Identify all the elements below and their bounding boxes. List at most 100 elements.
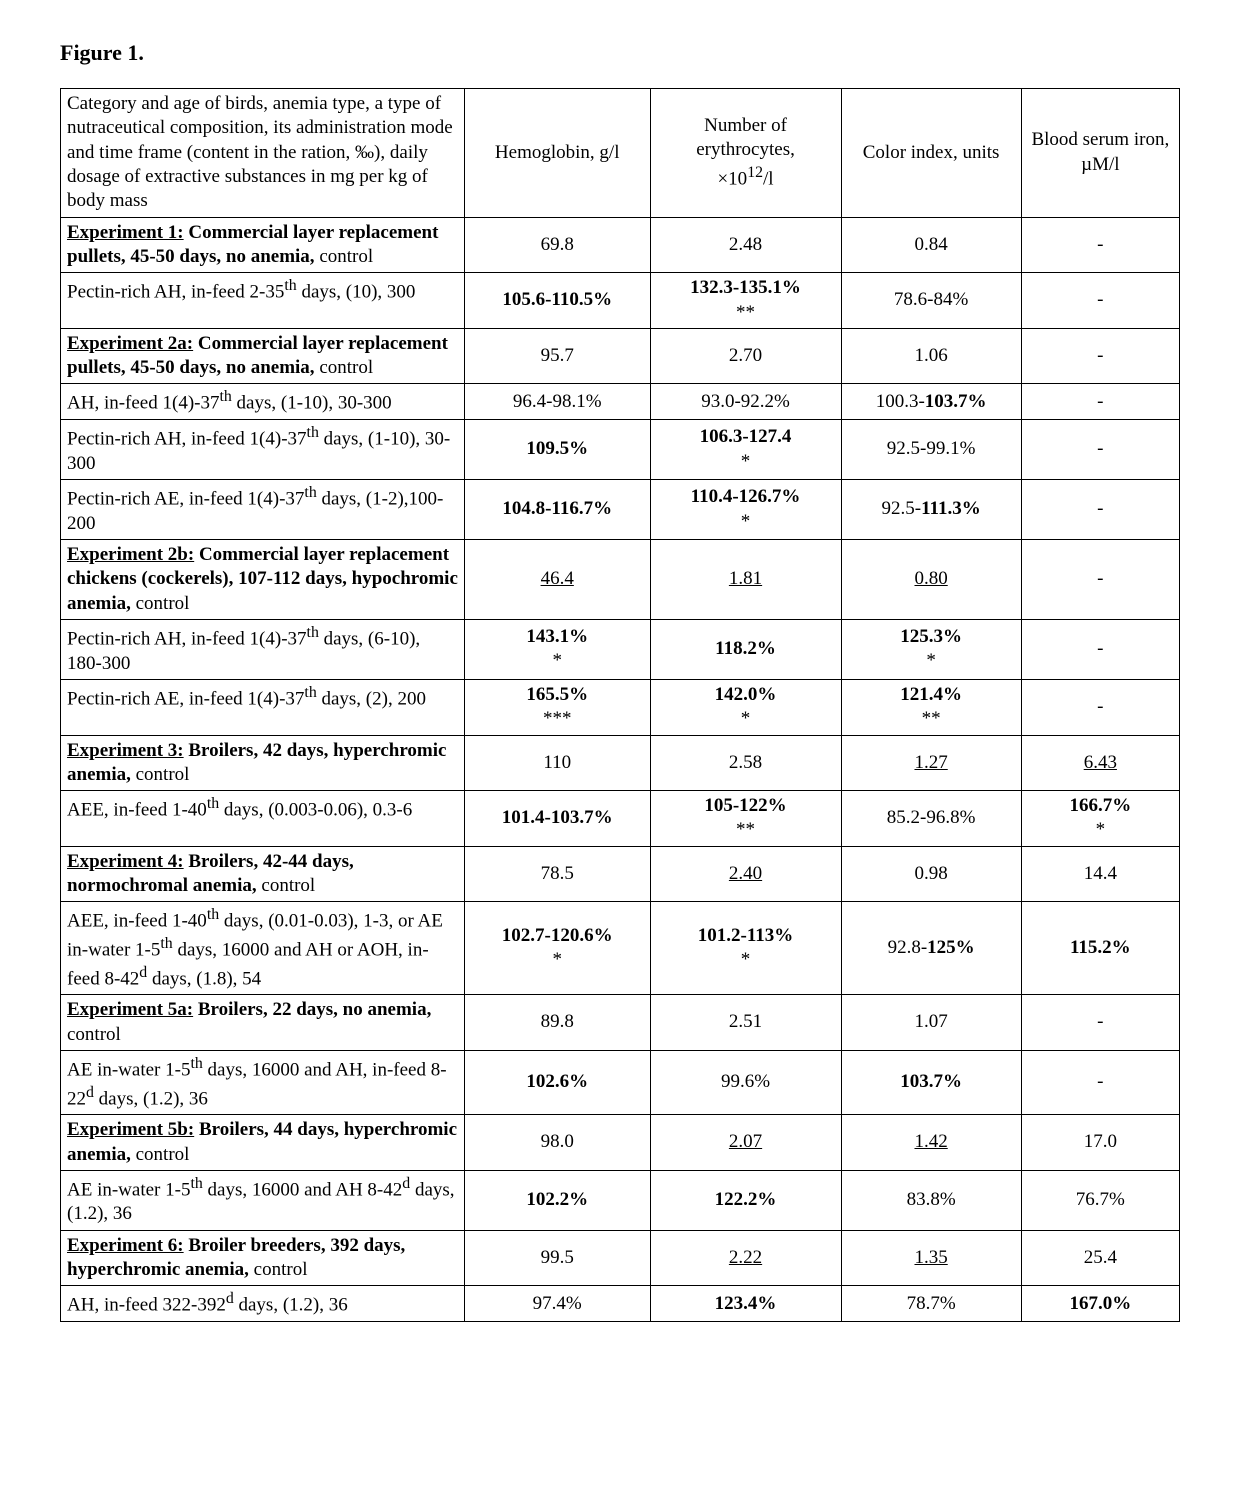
data-table: Category and age of birds, anemia type, … [60, 88, 1180, 1322]
cell-c1: 102.7-120.6%* [464, 902, 650, 995]
cell-description: Experiment 5a: Broilers, 22 days, no ane… [61, 995, 465, 1051]
cell-c2: 110.4-126.7%* [650, 480, 841, 540]
cell-c3: 78.6-84% [841, 273, 1021, 329]
table-row: Experiment 2a: Commercial layer replacem… [61, 328, 1180, 384]
cell-c3: 125.3%* [841, 619, 1021, 679]
table-row: AH, in-feed 322-392d days, (1.2), 3697.4… [61, 1286, 1180, 1322]
table-row: Experiment 1: Commercial layer replaceme… [61, 217, 1180, 273]
cell-c1: 78.5 [464, 846, 650, 902]
cell-description: Experiment 5b: Broilers, 44 days, hyperc… [61, 1115, 465, 1171]
cell-description: Pectin-rich AH, in-feed 2-35th days, (10… [61, 273, 465, 329]
cell-c4: 167.0% [1021, 1286, 1179, 1322]
cell-description: Experiment 6: Broiler breeders, 392 days… [61, 1230, 465, 1286]
cell-c4: - [1021, 420, 1179, 480]
cell-c1: 102.2% [464, 1170, 650, 1230]
cell-description: AEE, in-feed 1-40th days, (0.003-0.06), … [61, 791, 465, 847]
cell-description: AEE, in-feed 1-40th days, (0.01-0.03), 1… [61, 902, 465, 995]
cell-c4: - [1021, 679, 1179, 735]
table-header-row: Category and age of birds, anemia type, … [61, 89, 1180, 218]
table-row: Experiment 3: Broilers, 42 days, hyperch… [61, 735, 1180, 791]
cell-c3: 0.98 [841, 846, 1021, 902]
cell-c1: 109.5% [464, 420, 650, 480]
cell-c2: 132.3-135.1%** [650, 273, 841, 329]
cell-c4: - [1021, 328, 1179, 384]
cell-c3: 1.42 [841, 1115, 1021, 1171]
table-row: AE in-water 1-5th days, 16000 and AH, in… [61, 1050, 1180, 1114]
cell-c2: 123.4% [650, 1286, 841, 1322]
cell-c3: 83.8% [841, 1170, 1021, 1230]
cell-c4: 14.4 [1021, 846, 1179, 902]
cell-c3: 92.8-125% [841, 902, 1021, 995]
cell-c3: 78.7% [841, 1286, 1021, 1322]
cell-c1: 110 [464, 735, 650, 791]
cell-c1: 46.4 [464, 539, 650, 619]
cell-c4: 166.7%* [1021, 791, 1179, 847]
cell-c4: - [1021, 273, 1179, 329]
cell-c2: 105-122%** [650, 791, 841, 847]
cell-description: Experiment 3: Broilers, 42 days, hyperch… [61, 735, 465, 791]
table-row: Pectin-rich AH, in-feed 1(4)-37th days, … [61, 619, 1180, 679]
cell-c1: 102.6% [464, 1050, 650, 1114]
cell-c2: 2.48 [650, 217, 841, 273]
cell-c1: 69.8 [464, 217, 650, 273]
header-erythrocytes: Number of erythrocytes, ×1012/l [650, 89, 841, 218]
cell-c2: 2.22 [650, 1230, 841, 1286]
cell-description: Experiment 2b: Commercial layer replacem… [61, 539, 465, 619]
cell-c2: 2.58 [650, 735, 841, 791]
cell-c1: 99.5 [464, 1230, 650, 1286]
cell-c3: 0.80 [841, 539, 1021, 619]
cell-c3: 1.06 [841, 328, 1021, 384]
cell-c3: 1.07 [841, 995, 1021, 1051]
cell-c1: 104.8-116.7% [464, 480, 650, 540]
table-row: Experiment 6: Broiler breeders, 392 days… [61, 1230, 1180, 1286]
cell-description: Experiment 1: Commercial layer replaceme… [61, 217, 465, 273]
cell-c3: 1.27 [841, 735, 1021, 791]
table-row: Experiment 5b: Broilers, 44 days, hyperc… [61, 1115, 1180, 1171]
cell-c2: 2.51 [650, 995, 841, 1051]
table-row: Pectin-rich AH, in-feed 1(4)-37th days, … [61, 420, 1180, 480]
cell-c1: 165.5%*** [464, 679, 650, 735]
table-row: Experiment 2b: Commercial layer replacem… [61, 539, 1180, 619]
cell-c2: 106.3-127.4* [650, 420, 841, 480]
cell-c2: 142.0%* [650, 679, 841, 735]
cell-c1: 96.4-98.1% [464, 384, 650, 420]
cell-description: Pectin-rich AE, in-feed 1(4)-37th days, … [61, 480, 465, 540]
cell-c3: 121.4%** [841, 679, 1021, 735]
cell-c2: 93.0-92.2% [650, 384, 841, 420]
cell-c3: 1.35 [841, 1230, 1021, 1286]
cell-c1: 98.0 [464, 1115, 650, 1171]
header-serum-iron: Blood serum iron, µM/l [1021, 89, 1179, 218]
cell-description: AE in-water 1-5th days, 16000 and AH, in… [61, 1050, 465, 1114]
header-hemoglobin: Hemoglobin, g/l [464, 89, 650, 218]
cell-c2: 2.40 [650, 846, 841, 902]
cell-c4: 115.2% [1021, 902, 1179, 995]
cell-c1: 97.4% [464, 1286, 650, 1322]
cell-c3: 92.5-111.3% [841, 480, 1021, 540]
cell-c4: - [1021, 384, 1179, 420]
cell-description: AE in-water 1-5th days, 16000 and AH 8-4… [61, 1170, 465, 1230]
cell-c1: 89.8 [464, 995, 650, 1051]
table-row: AE in-water 1-5th days, 16000 and AH 8-4… [61, 1170, 1180, 1230]
table-row: Pectin-rich AE, in-feed 1(4)-37th days, … [61, 480, 1180, 540]
cell-c2: 2.70 [650, 328, 841, 384]
table-row: AEE, in-feed 1-40th days, (0.003-0.06), … [61, 791, 1180, 847]
cell-c4: - [1021, 995, 1179, 1051]
cell-c4: 6.43 [1021, 735, 1179, 791]
table-row: AH, in-feed 1(4)-37th days, (1-10), 30-3… [61, 384, 1180, 420]
cell-c4: - [1021, 539, 1179, 619]
cell-c4: - [1021, 1050, 1179, 1114]
table-row: Experiment 4: Broilers, 42-44 days, norm… [61, 846, 1180, 902]
header-category: Category and age of birds, anemia type, … [61, 89, 465, 218]
cell-c1: 143.1%* [464, 619, 650, 679]
cell-c1: 95.7 [464, 328, 650, 384]
cell-c1: 101.4-103.7% [464, 791, 650, 847]
cell-c3: 100.3-103.7% [841, 384, 1021, 420]
table-body: Experiment 1: Commercial layer replaceme… [61, 217, 1180, 1321]
cell-c3: 0.84 [841, 217, 1021, 273]
cell-c3: 92.5-99.1% [841, 420, 1021, 480]
cell-description: Experiment 2a: Commercial layer replacem… [61, 328, 465, 384]
cell-c2: 99.6% [650, 1050, 841, 1114]
table-row: AEE, in-feed 1-40th days, (0.01-0.03), 1… [61, 902, 1180, 995]
cell-description: Pectin-rich AE, in-feed 1(4)-37th days, … [61, 679, 465, 735]
table-row: Pectin-rich AH, in-feed 2-35th days, (10… [61, 273, 1180, 329]
